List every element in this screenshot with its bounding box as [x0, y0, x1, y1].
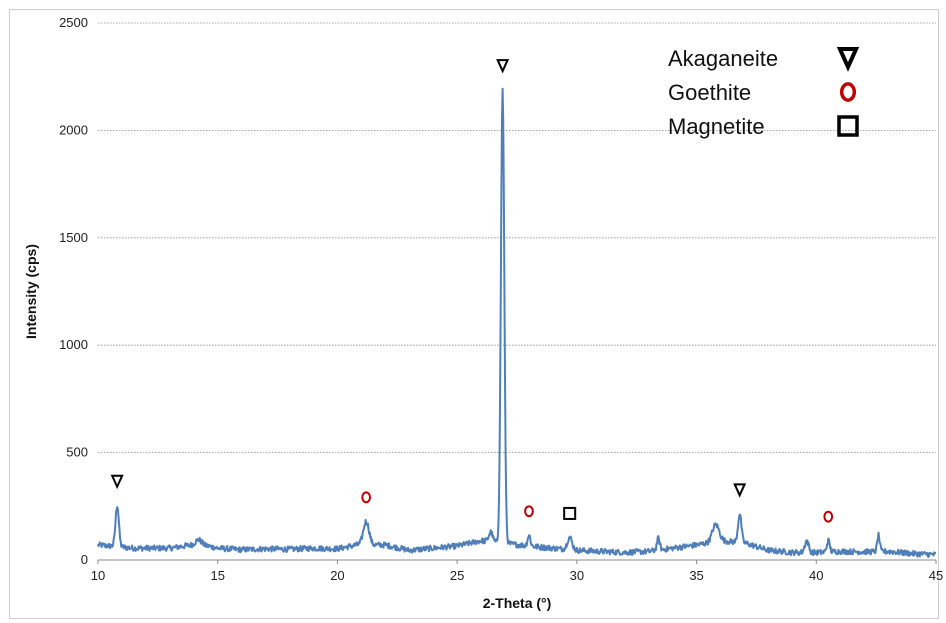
y-tick-label: 2500 [59, 15, 88, 30]
akaganeite-marker-icon [733, 483, 747, 498]
y-tick-label: 1000 [59, 337, 88, 352]
legend-label-akaganeite: Akaganeite [668, 46, 778, 71]
x-tick-label: 45 [929, 568, 943, 583]
x-tick-label: 35 [689, 568, 703, 583]
y-tick-labels: 0 500 1000 1500 2000 2500 [59, 15, 88, 567]
goethite-marker-icon [361, 491, 372, 504]
chart-frame [9, 9, 939, 619]
akaganeite-marker-icon [496, 59, 510, 74]
gridlines [98, 22, 936, 454]
goethite-marker-icon [823, 510, 834, 523]
legend-goethite-icon [839, 82, 857, 102]
legend: Akaganeite Goethite Magnetite [668, 46, 860, 139]
x-tick-label: 40 [809, 568, 823, 583]
x-tick-label: 30 [570, 568, 584, 583]
akaganeite-marker-icon [110, 474, 124, 490]
legend-label-magnetite: Magnetite [668, 114, 765, 139]
y-tick-label: 0 [81, 552, 88, 567]
y-tick-label: 2000 [59, 122, 88, 137]
y-axis-label: Intensity (cps) [23, 244, 39, 339]
y-tick-label: 500 [66, 445, 88, 460]
x-tick-label: 15 [210, 568, 224, 583]
legend-label-goethite: Goethite [668, 80, 751, 105]
y-tick-label: 1500 [59, 230, 88, 245]
x-tick-label: 20 [330, 568, 344, 583]
legend-magnetite-icon [837, 115, 859, 137]
series-line [97, 87, 937, 558]
x-axis-label: 2-Theta (°) [483, 595, 552, 611]
x-tick-labels: 10 15 20 25 30 35 40 45 [91, 560, 943, 583]
x-tick-label: 25 [450, 568, 464, 583]
legend-akaganeite-icon [836, 47, 860, 72]
peak-markers [110, 59, 834, 523]
magnetite-marker-icon [563, 506, 577, 520]
x-tick-label: 10 [91, 568, 105, 583]
goethite-marker-icon [524, 505, 534, 518]
